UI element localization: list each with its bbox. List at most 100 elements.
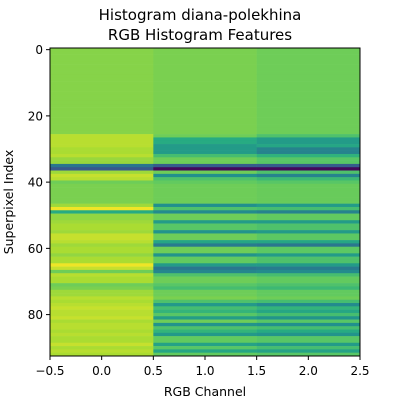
heatmap-cell	[256, 256, 361, 261]
heatmap-cell	[153, 206, 257, 211]
heatmap-cell	[153, 94, 257, 98]
heatmap-cell	[50, 64, 154, 69]
heatmap-cell	[50, 177, 154, 181]
heatmap-cell	[50, 303, 154, 307]
chart-title: Histogram diana-polekhina	[99, 6, 302, 24]
heatmap-cell	[153, 190, 257, 195]
heatmap-cell	[256, 206, 361, 211]
heatmap-cell	[50, 259, 154, 264]
x-tick-label: −0.5	[35, 364, 64, 378]
heatmap-cell	[50, 107, 154, 112]
heatmap-cell	[256, 140, 361, 145]
heatmap-cell	[50, 269, 154, 274]
y-tick-label: 0	[35, 43, 43, 57]
heatmap-cell	[256, 183, 361, 188]
heatmap-cell	[153, 114, 257, 118]
heatmap-cell	[256, 236, 361, 241]
heatmap-cell	[256, 266, 361, 271]
heatmap-cell	[153, 293, 257, 297]
heatmap-cell	[256, 104, 361, 108]
heatmap-cell	[153, 316, 257, 320]
heatmap-cell	[50, 173, 154, 178]
heatmap-cell	[256, 259, 361, 264]
y-tick-label: 20	[28, 109, 43, 123]
heatmap-cell	[153, 48, 257, 52]
heatmap-cell	[256, 276, 361, 281]
heatmap-cell	[153, 349, 257, 353]
x-tick-label: 1.0	[195, 364, 214, 378]
heatmap-cell	[256, 200, 361, 204]
y-tick-label: 40	[28, 176, 43, 190]
heatmap-cell	[256, 173, 361, 178]
heatmap-cell	[50, 74, 154, 79]
heatmap-cell	[256, 170, 361, 175]
heatmap-cell	[50, 193, 154, 198]
x-tick-label: 2.0	[299, 364, 318, 378]
heatmap-cell	[153, 110, 257, 115]
heatmap-cell	[256, 117, 361, 122]
heatmap-cell	[256, 322, 361, 327]
heatmap-cell	[50, 153, 154, 158]
heatmap-cell	[50, 256, 154, 261]
heatmap-cell	[256, 187, 361, 191]
heatmap-cell	[153, 71, 257, 75]
heatmap-cell	[50, 279, 154, 284]
heatmap-cell	[50, 293, 154, 297]
heatmap-cell	[50, 183, 154, 188]
heatmap-cell	[256, 210, 361, 214]
heatmap-cell	[256, 180, 361, 185]
heatmap-cell	[153, 57, 257, 62]
heatmap-cell	[50, 144, 154, 148]
heatmap-cell	[50, 250, 154, 254]
heatmap-cell	[50, 97, 154, 102]
heatmap-cell	[50, 206, 154, 211]
heatmap-cell	[50, 276, 154, 281]
heatmap-cell	[256, 339, 361, 344]
heatmap-cell	[50, 326, 154, 330]
heatmap-cell	[50, 167, 154, 171]
heatmap-cell	[256, 263, 361, 267]
heatmap-cell	[256, 71, 361, 75]
heatmap-cell	[153, 286, 257, 291]
heatmap-cell	[256, 233, 361, 238]
heatmap-cell	[50, 329, 154, 334]
heatmap-cell	[153, 130, 257, 135]
heatmap-cell	[153, 64, 257, 69]
heatmap-cell	[256, 91, 361, 95]
heatmap-cell	[256, 153, 361, 158]
heatmap-cell	[50, 306, 154, 310]
heatmap-cell	[153, 97, 257, 102]
heatmap-cell	[50, 233, 154, 238]
heatmap-cell	[153, 144, 257, 148]
heatmap-cell	[256, 283, 361, 287]
heatmap-cell	[256, 246, 361, 251]
heatmap-cell	[153, 127, 257, 132]
heatmap-cell	[153, 77, 257, 82]
heatmap-cell	[153, 263, 257, 267]
heatmap-cell	[50, 200, 154, 204]
heatmap-cell	[256, 253, 361, 257]
heatmap-cell	[153, 107, 257, 112]
heatmap-cell	[153, 187, 257, 191]
heatmap-cell	[256, 346, 361, 350]
heatmap-cell	[50, 197, 154, 201]
heatmap-cell	[50, 110, 154, 115]
heatmap-cell	[256, 269, 361, 274]
y-axis: 0 20 40 60 80	[28, 43, 50, 322]
heatmap-cell	[256, 124, 361, 128]
heatmap-cell	[50, 104, 154, 108]
heatmap-cell	[153, 150, 257, 155]
heatmap-cell	[50, 61, 154, 65]
heatmap-cell	[50, 230, 154, 234]
heatmap-cell	[256, 94, 361, 98]
heatmap-cell	[153, 81, 257, 85]
heatmap-cell	[256, 243, 361, 248]
heatmap-cell	[256, 352, 361, 357]
heatmap-cell	[256, 286, 361, 291]
heatmap-cell	[153, 147, 257, 151]
heatmap-cell	[50, 157, 154, 161]
heatmap-cell	[153, 329, 257, 334]
heatmap-cell	[153, 61, 257, 65]
heatmap-cell	[50, 81, 154, 85]
heatmap-cell	[256, 293, 361, 297]
